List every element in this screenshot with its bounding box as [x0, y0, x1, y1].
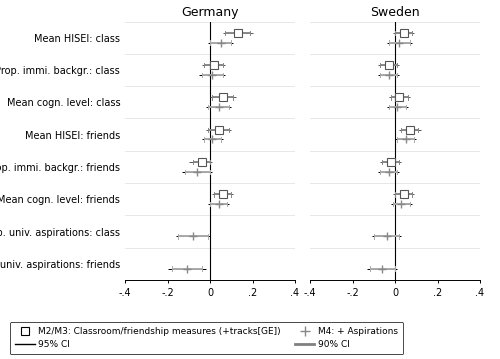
Title: Germany: Germany: [182, 6, 239, 19]
Legend: M2/M3: Classroom/friendship measures (+tracks[GE]), 95% CI, M4: + Aspirations, 9: M2/M3: Classroom/friendship measures (+t…: [10, 322, 404, 354]
Title: Sweden: Sweden: [370, 6, 420, 19]
